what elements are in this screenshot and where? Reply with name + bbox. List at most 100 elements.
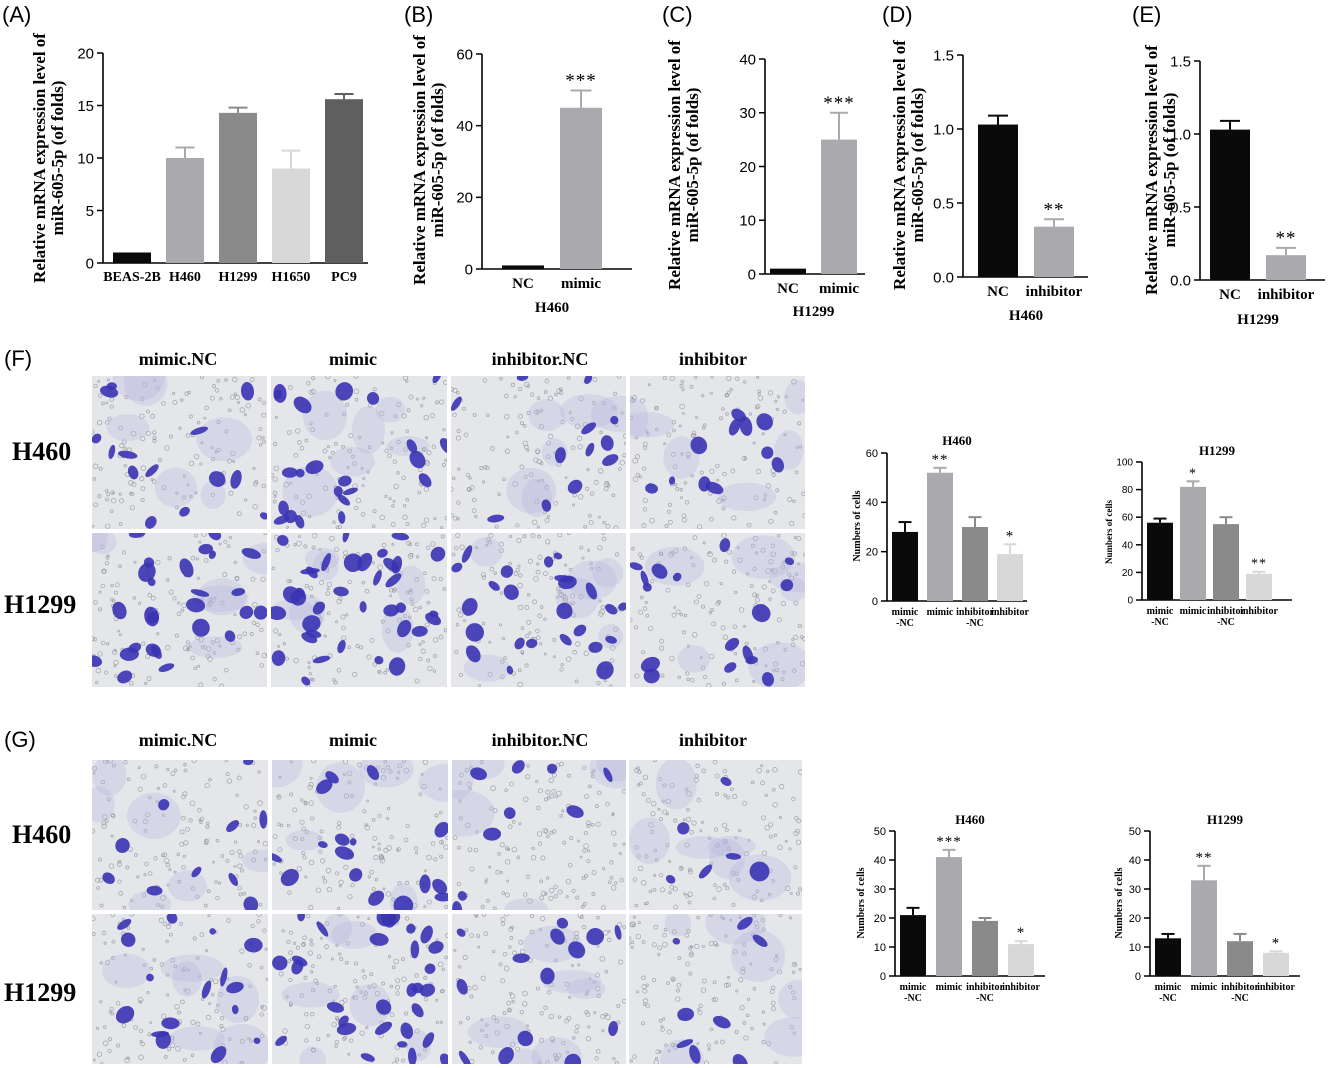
membrane-pore — [665, 798, 671, 804]
membrane-pore — [182, 1057, 187, 1062]
membrane-pore — [689, 384, 694, 389]
membrane-pore — [789, 575, 795, 581]
membrane-pore — [335, 620, 339, 624]
membrane-pore — [602, 401, 607, 406]
membrane-pore — [523, 892, 528, 897]
membrane-pore — [155, 800, 159, 804]
membrane-pore — [294, 495, 299, 500]
membrane-pore — [511, 846, 518, 853]
membrane-pore — [621, 788, 626, 794]
membrane-pore — [481, 575, 487, 580]
membrane-pore — [405, 823, 410, 828]
y-tick-label: 0 — [1127, 596, 1133, 607]
membrane-pore — [145, 812, 151, 818]
membrane-pore — [124, 953, 127, 957]
membrane-pore — [638, 475, 643, 479]
membrane-pore — [682, 546, 688, 551]
membrane-pore — [509, 936, 514, 940]
membrane-pore — [442, 587, 447, 591]
membrane-pore — [110, 834, 114, 838]
membrane-pore — [472, 984, 478, 991]
stained-cell — [102, 872, 115, 885]
membrane-pore — [584, 793, 590, 799]
membrane-pore — [347, 780, 352, 785]
membrane-pore — [511, 1000, 515, 1004]
membrane-pore — [483, 465, 488, 470]
stained-cell — [400, 1022, 414, 1039]
stained-cell — [567, 479, 583, 494]
membrane-pore — [603, 486, 609, 492]
membrane-pore — [229, 849, 235, 855]
membrane-pore — [748, 412, 753, 416]
membrane-pore — [517, 413, 523, 419]
bar — [978, 124, 1018, 277]
membrane-pore — [526, 764, 530, 768]
membrane-pore — [801, 636, 805, 642]
membrane-pore — [350, 793, 354, 798]
stain-haze — [242, 849, 268, 873]
membrane-pore — [278, 775, 282, 779]
membrane-pore — [122, 905, 127, 910]
membrane-pore — [556, 790, 562, 797]
membrane-pore — [385, 667, 390, 672]
membrane-pore — [767, 390, 774, 396]
membrane-pore — [210, 992, 215, 997]
membrane-pore — [488, 640, 492, 644]
membrane-pore — [361, 580, 366, 585]
stained-cell — [240, 381, 255, 401]
membrane-pore — [222, 572, 228, 578]
membrane-pore — [600, 1014, 606, 1020]
membrane-pore — [549, 1036, 556, 1042]
membrane-pore — [691, 563, 696, 568]
membrane-pore — [585, 1012, 591, 1017]
membrane-pore — [503, 965, 510, 972]
membrane-pore — [239, 407, 245, 413]
membrane-pore — [696, 524, 703, 529]
membrane-pore — [720, 1039, 725, 1045]
membrane-pore — [647, 383, 651, 387]
membrane-pore — [210, 492, 215, 497]
membrane-pore — [632, 458, 638, 464]
membrane-pore — [592, 768, 596, 773]
membrane-pore — [659, 645, 665, 651]
stained-cell — [419, 983, 436, 997]
membrane-pore — [561, 809, 565, 813]
membrane-pore — [371, 818, 376, 822]
membrane-pore — [402, 613, 408, 619]
membrane-pore — [311, 964, 315, 968]
micrograph-g-h1299-mimic-nc — [92, 914, 268, 1064]
membrane-pore — [712, 896, 717, 901]
membrane-pore — [510, 382, 515, 387]
membrane-pore — [257, 770, 261, 774]
membrane-pore — [265, 977, 268, 982]
membrane-pore — [337, 821, 342, 826]
membrane-pore — [709, 391, 713, 395]
membrane-pore — [541, 478, 545, 482]
membrane-pore — [439, 1020, 443, 1024]
membrane-pore — [469, 933, 474, 939]
membrane-pore — [752, 680, 756, 684]
membrane-pore — [310, 388, 317, 395]
stained-cell — [161, 1017, 180, 1030]
membrane-pore — [408, 590, 413, 595]
membrane-pore — [328, 455, 332, 460]
membrane-pore — [112, 649, 118, 655]
membrane-pore — [409, 597, 414, 602]
stained-cell — [406, 923, 416, 934]
stain-haze — [707, 835, 756, 857]
membrane-pore — [386, 806, 391, 811]
membrane-pore — [105, 401, 109, 405]
membrane-pore — [458, 799, 462, 803]
membrane-pore — [686, 677, 690, 682]
stained-cell — [698, 476, 711, 492]
membrane-pore — [743, 1035, 749, 1041]
membrane-pore — [618, 851, 623, 856]
membrane-pore — [691, 430, 697, 436]
membrane-pore — [546, 796, 551, 800]
membrane-pore — [543, 1005, 548, 1011]
membrane-pore — [732, 624, 738, 630]
membrane-pore — [385, 765, 391, 770]
membrane-pore — [93, 600, 98, 605]
membrane-pore — [720, 625, 726, 631]
membrane-pore — [684, 932, 690, 938]
